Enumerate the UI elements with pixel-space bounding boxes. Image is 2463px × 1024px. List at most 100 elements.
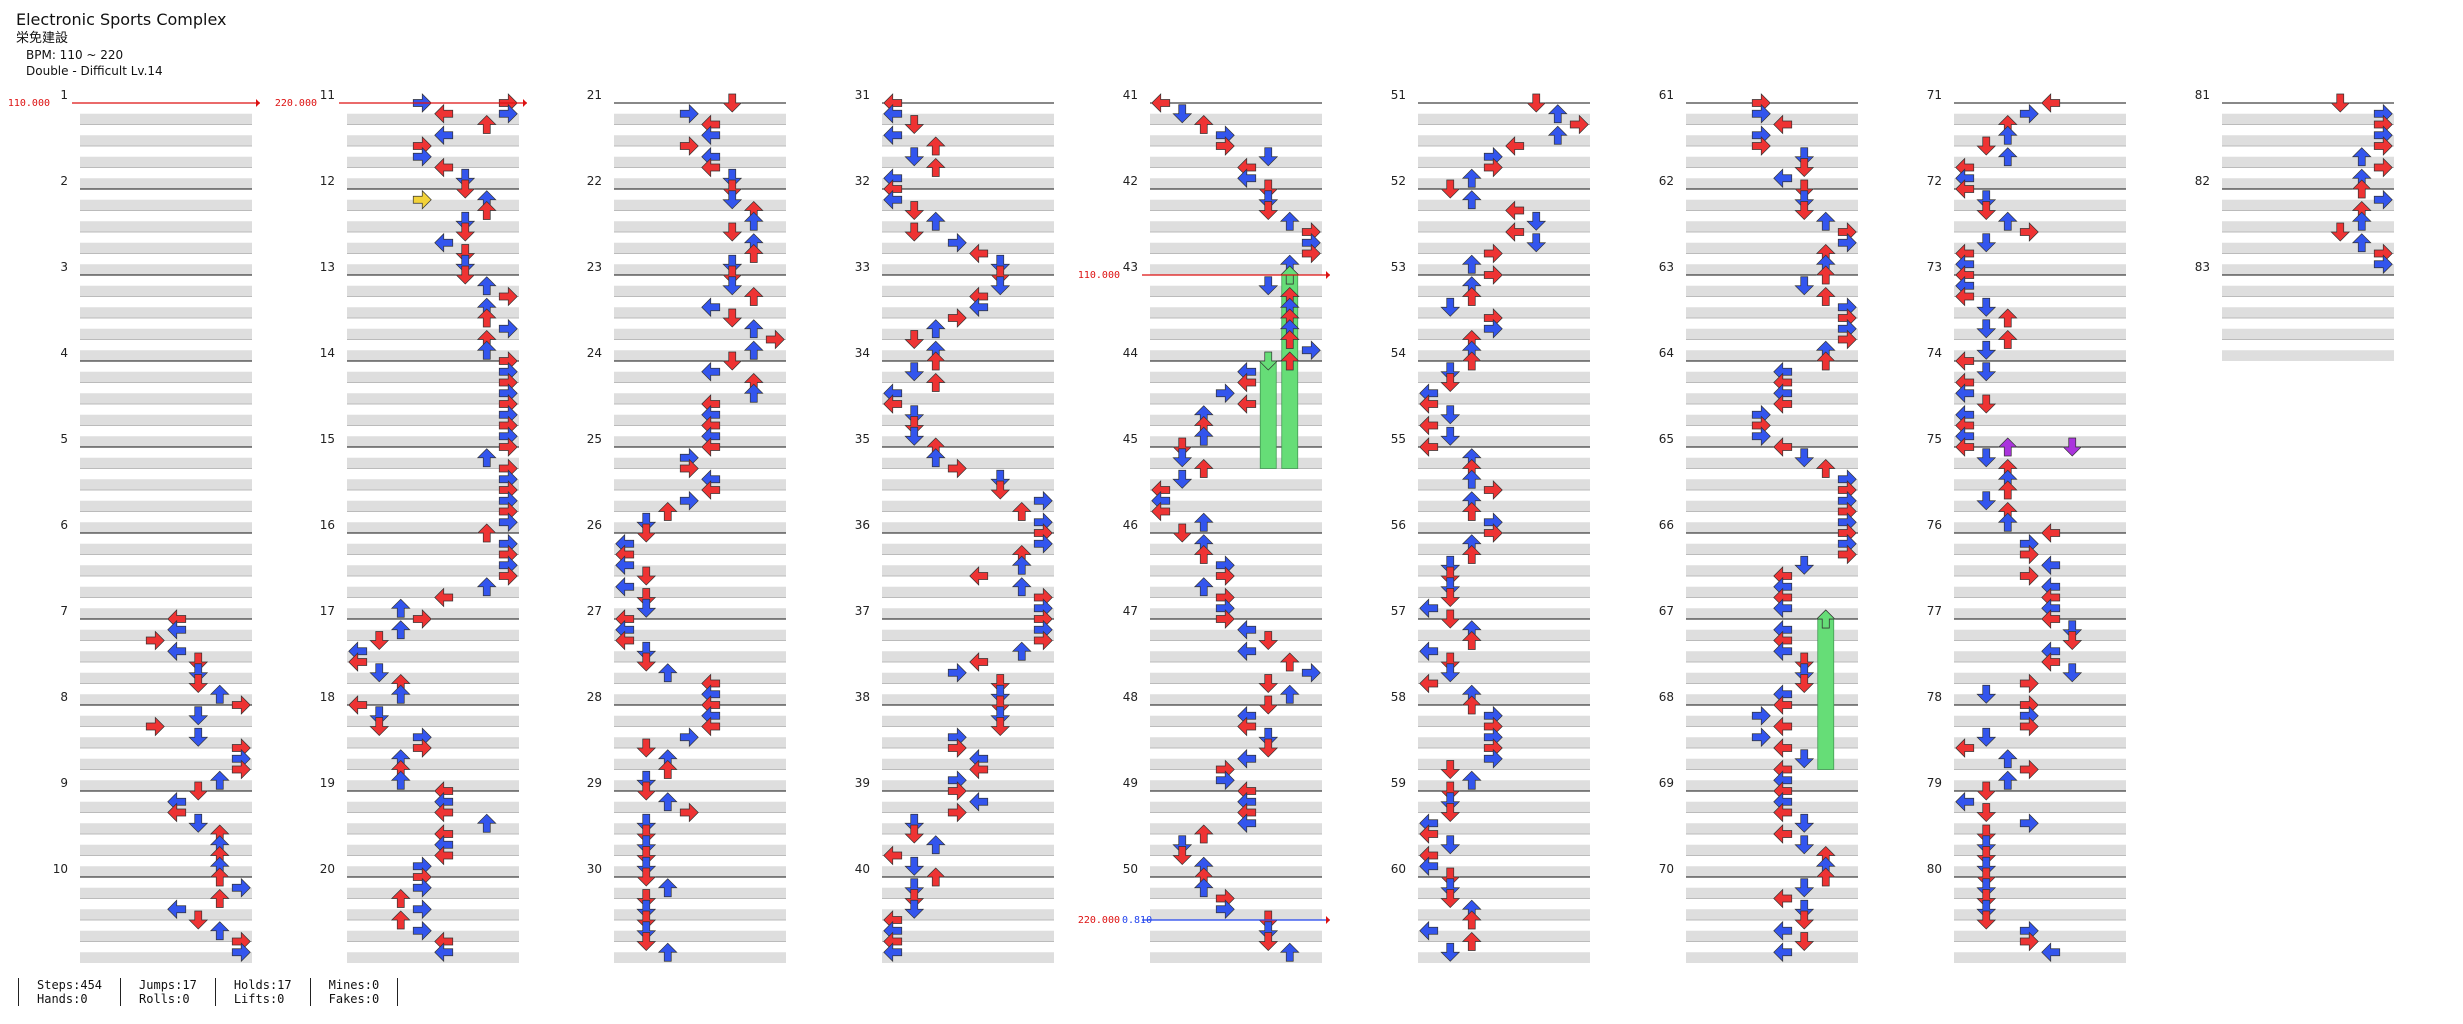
beat-shade — [614, 328, 786, 340]
step-arrow — [1794, 652, 1815, 672]
step-arrow — [369, 717, 390, 736]
step-arrow — [636, 910, 657, 930]
arrow-shape — [188, 674, 209, 693]
step-arrow — [1794, 749, 1815, 769]
beat-shade — [1418, 307, 1590, 318]
beat-shade — [347, 909, 519, 920]
beat-shade — [2222, 307, 2394, 318]
step-arrow — [1461, 932, 1482, 951]
step-arrow — [743, 244, 764, 263]
step-arrow — [679, 727, 699, 748]
measure-number: 22 — [587, 174, 602, 188]
beat-shade — [1686, 328, 1858, 340]
step-arrow — [1301, 662, 1321, 683]
arrow-shape — [167, 802, 187, 823]
measure-number: 3 — [60, 260, 68, 274]
arrow-shape — [904, 813, 925, 833]
beat-shade — [614, 801, 786, 813]
arrow-shape — [1773, 802, 1793, 823]
arrow-shape — [1279, 211, 1300, 231]
beat-shade — [80, 371, 252, 383]
arrow-shape — [1193, 115, 1214, 134]
beat-shade — [1954, 586, 2126, 598]
stop-label: 0.810 — [1122, 915, 1152, 926]
arrow-shape — [1997, 512, 2018, 532]
step-arrow — [657, 942, 678, 962]
step-arrow — [722, 93, 743, 113]
step-arrow — [1773, 437, 1793, 457]
arrow-shape — [1237, 372, 1257, 393]
measure-number: 76 — [1927, 518, 1942, 532]
measure-number: 27 — [587, 604, 602, 618]
step-arrow — [722, 179, 743, 199]
arrow-shape — [188, 727, 209, 747]
step-arrow — [1794, 663, 1815, 683]
step-arrow — [498, 437, 518, 457]
beat-shade — [614, 844, 786, 856]
arrow-shape — [1440, 792, 1461, 812]
hold-body — [1259, 360, 1277, 469]
step-arrow — [209, 867, 230, 887]
step-arrow — [701, 716, 721, 737]
arrow-shape — [1751, 136, 1771, 156]
arrow-shape — [1172, 437, 1193, 457]
arrow-shape — [1440, 867, 1461, 887]
arrow-shape — [2019, 759, 2039, 780]
arrow-shape — [925, 136, 946, 156]
arrow-shape — [412, 738, 432, 758]
step-arrow — [498, 103, 518, 124]
beat-shade — [1150, 135, 1322, 146]
step-arrow — [1505, 222, 1525, 242]
step-arrow — [1033, 490, 1053, 511]
step-arrow — [1997, 308, 2018, 328]
beat-shade — [347, 393, 519, 404]
arrow-shape — [636, 856, 657, 876]
measure-number: 47 — [1123, 604, 1138, 618]
arrow-shape — [1440, 588, 1461, 607]
arrow-shape — [2062, 631, 2083, 650]
measure-number: 34 — [855, 346, 870, 360]
arrow-shape — [1011, 555, 1032, 575]
arrow-shape — [701, 125, 721, 146]
step-arrow — [679, 103, 699, 124]
arrow-shape — [390, 684, 411, 704]
arrow-shape — [615, 630, 635, 651]
step-arrow — [476, 448, 497, 468]
step-arrow — [498, 512, 518, 533]
arrow-shape — [1794, 813, 1815, 833]
beat-shade — [1150, 307, 1322, 318]
step-arrow — [969, 759, 989, 780]
arrow-shape — [679, 490, 699, 511]
step-arrow — [657, 663, 678, 683]
step-arrow — [1419, 437, 1439, 457]
step-arrow — [1461, 631, 1482, 650]
arrow-shape — [1976, 319, 1997, 339]
beat-shade — [80, 715, 252, 727]
step-arrow — [904, 330, 925, 349]
beat-shade — [2222, 113, 2394, 125]
step-arrow — [1955, 437, 1975, 457]
beat-shade — [347, 930, 519, 942]
step-arrow — [925, 136, 946, 156]
step-arrow — [188, 910, 209, 930]
arrow-shape — [188, 652, 209, 672]
arrow-shape — [1976, 233, 1997, 253]
step-arrow — [1976, 233, 1997, 253]
arrow-shape — [636, 641, 657, 661]
step-arrow — [2062, 663, 2083, 683]
beat-shade — [882, 823, 1054, 834]
beat-shade — [1954, 737, 2126, 748]
step-arrow — [1237, 813, 1257, 834]
arrow-shape — [883, 394, 903, 414]
beat-shade — [80, 866, 252, 877]
arrow-shape — [2373, 254, 2393, 275]
step-arrow — [390, 684, 411, 704]
measure-number: 17 — [320, 604, 335, 618]
measure-number: 74 — [1927, 346, 1942, 360]
arrow-shape — [1301, 340, 1321, 361]
step-arrow — [1301, 340, 1321, 361]
step-arrow — [743, 340, 764, 360]
arrow-shape — [1976, 448, 1997, 468]
beat-shade — [614, 414, 786, 426]
beat-shade — [614, 737, 786, 748]
